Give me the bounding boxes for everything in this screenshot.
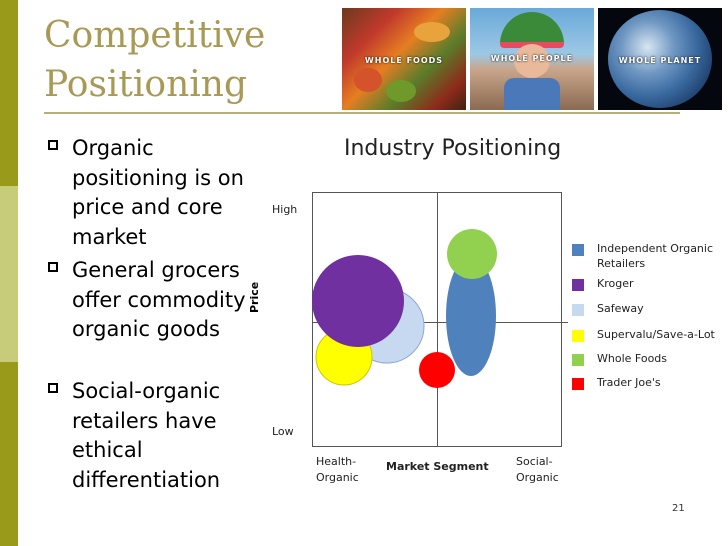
legend-label-line-2: Retailers [597,257,646,270]
legend-swatch [572,279,584,291]
horizontal-divider [312,322,568,323]
legend-item-supervalu: Supervalu/Save-a-Lot [572,327,722,345]
photo-label-whole-people: WHOLE PEOPLE [490,54,574,63]
legend-item-independent-organic-retailers: Independent Organic Retailers [572,241,722,273]
bullet-text: General grocers offer commodity organic … [72,258,246,341]
bullet-text: Social-organic retailers have ethical di… [72,379,221,492]
slide-title-line-1: Competitive [44,15,266,56]
child-face-shape [514,44,550,78]
legend-label: Safeway [597,302,644,315]
bubble-trader-joes [419,352,455,388]
title-divider [44,112,680,114]
child-shirt-shape [504,78,560,110]
photo-label-whole-planet: WHOLE PLANET [618,56,702,65]
y-axis-low-label: Low [272,425,294,438]
x-axis-left-label-line-2: Organic [316,471,359,484]
bullet-square-icon [48,262,58,272]
planet-photo: WHOLE PLANET [598,8,722,110]
legend-label: Supervalu/Save-a-Lot [597,328,715,341]
legend-swatch [572,330,584,342]
bubble-kroger [312,255,404,347]
bullet-square-icon [48,140,58,150]
legend-item-kroger: Kroger [572,276,722,294]
legend-swatch [572,244,584,256]
bullet-square-icon [48,383,58,393]
sidebar-strip-top [0,0,18,186]
bubble-whole-foods [447,229,497,279]
squash-shape [414,22,450,42]
sidebar-strip-middle [0,186,18,362]
earth-shape [608,10,712,108]
x-axis-right-label-line-2: Organic [516,471,559,484]
legend-label: Trader Joe's [597,376,661,389]
x-axis-left-label-line-1: Health- [316,455,357,468]
greens-shape [386,80,416,102]
vegetables-photo: WHOLE FOODS [342,8,466,110]
bullet-item-general-grocers: General grocers offer commodity organic … [48,256,248,376]
legend-label: Kroger [597,277,634,290]
legend-item-trader-joes: Trader Joe's [572,375,722,393]
bullet-text: Organic positioning is on price and core… [72,136,244,249]
bullet-item-social-organic: Social-organic retailers have ethical di… [48,377,248,497]
legend-label-line-1: Independent Organic [597,242,714,255]
slide-title-line-2: Positioning [44,64,248,105]
vertical-divider [437,192,438,447]
legend-item-whole-foods: Whole Foods [572,351,722,369]
photo-label-whole-foods: WHOLE FOODS [364,56,444,65]
child-watermelon-photo: WHOLE PEOPLE [470,8,594,110]
legend-swatch [572,354,584,366]
x-axis-title: Market Segment [386,460,489,473]
diagram-title: Industry Positioning [344,136,562,161]
y-axis-high-label: High [272,203,298,216]
legend-label: Independent Organic Retailers [597,241,713,271]
bubble-independent-organic-retailers [446,256,496,376]
page-number: 21 [672,503,685,514]
legend-item-safeway: Safeway [572,301,722,319]
legend-swatch [572,304,584,316]
sidebar-strip-bottom [0,362,18,546]
tomato-shape [354,68,382,92]
x-axis-right-label-line-1: Social- [516,455,553,468]
bullet-item-organic-positioning: Organic positioning is on price and core… [48,134,248,254]
legend-swatch [572,378,584,390]
legend-label: Whole Foods [597,352,668,365]
